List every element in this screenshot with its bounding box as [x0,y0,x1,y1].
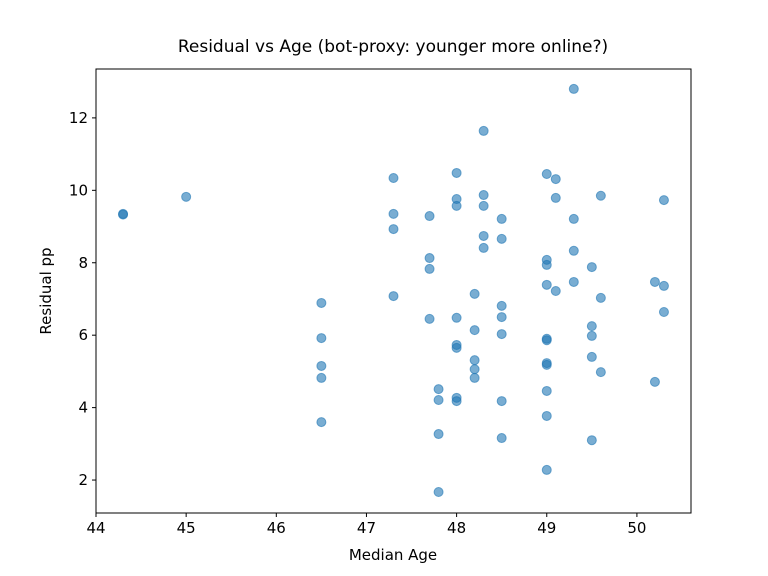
scatter-point [550,192,561,203]
y-tick-label: 2 [78,471,88,489]
scatter-point [541,259,552,270]
scatter-point [388,208,399,219]
scatter-point [478,125,489,136]
chart-title: Residual vs Age (bot-proxy: younger more… [178,37,608,57]
scatter-point [595,190,606,201]
scatter-point [316,333,327,344]
scatter-point [649,376,660,387]
scatter-point [550,286,561,296]
y-tick-label: 6 [78,326,88,344]
scatter-point [550,174,561,185]
scatter-point [541,464,552,475]
scatter-point [541,410,552,421]
scatter-point [316,372,327,383]
scatter-point [469,325,480,336]
scatter-point [451,342,462,353]
scatter-point [451,312,462,323]
scatter-point [469,372,480,383]
x-tick-label: 47 [357,519,376,537]
scatter-point [433,395,444,406]
y-tick-label: 10 [69,181,88,199]
scatter-point [586,262,597,273]
y-tick-label: 12 [69,109,88,127]
scatter-point [568,83,579,94]
scatter-point [586,321,597,332]
scatter-point [388,224,399,235]
scatter-point [424,253,435,264]
scatter-point [424,211,435,222]
scatter-point [469,364,480,375]
plot-area [118,83,669,497]
scatter-point [451,167,462,178]
scatter-point [568,213,579,224]
y-axis-label: Residual pp [37,247,55,334]
scatter-point [595,292,606,303]
scatter-point [118,209,129,220]
scatter-point [433,429,444,440]
scatter-point [496,300,507,311]
scatter-point [658,280,669,291]
y-tick-label: 8 [78,254,88,272]
x-tick-label: 48 [447,519,466,537]
scatter-point [316,417,327,428]
x-tick-label: 49 [537,519,556,537]
scatter-point [424,313,435,324]
x-tick-label: 44 [86,519,105,537]
scatter-point [496,213,507,224]
scatter-point [496,396,507,407]
scatter-point [586,330,597,341]
scatter-point [568,276,579,287]
scatter-point [496,312,507,323]
scatter-point [496,329,507,340]
scatter-point [586,351,597,362]
x-tick-label: 46 [267,519,286,537]
scatter-point [496,233,507,244]
scatter-point [478,230,489,241]
scatter-point [568,245,579,256]
scatter-point [541,385,552,396]
scatter-point [451,396,462,407]
scatter-point [541,335,552,346]
scatter-point [388,173,399,184]
scatter-point [541,169,552,180]
scatter-point [424,263,435,274]
x-axis-label: Median Age [349,546,437,564]
axes-frame [95,68,692,514]
y-tick-label: 4 [78,399,88,417]
scatter-point [478,242,489,253]
scatter-point [658,195,669,206]
scatter-point [316,297,327,308]
scatter-point [388,291,399,302]
scatter-point [478,200,489,211]
scatter-point [541,279,552,290]
scatter-point [469,355,480,366]
x-tick-label: 50 [627,519,646,537]
scatter-point [496,433,507,444]
scatter-point [541,359,552,370]
scatter-point [658,307,669,318]
scatter-point [649,276,660,287]
scatter-point [433,486,444,497]
scatter-point [478,190,489,201]
scatter-point [451,200,462,211]
scatter-point [595,367,606,378]
scatter-point [181,191,192,202]
scatter-point [469,288,480,299]
scatter-point [433,384,444,395]
x-tick-label: 45 [177,519,196,537]
scatter-point [586,435,597,446]
scatter-point [316,360,327,371]
